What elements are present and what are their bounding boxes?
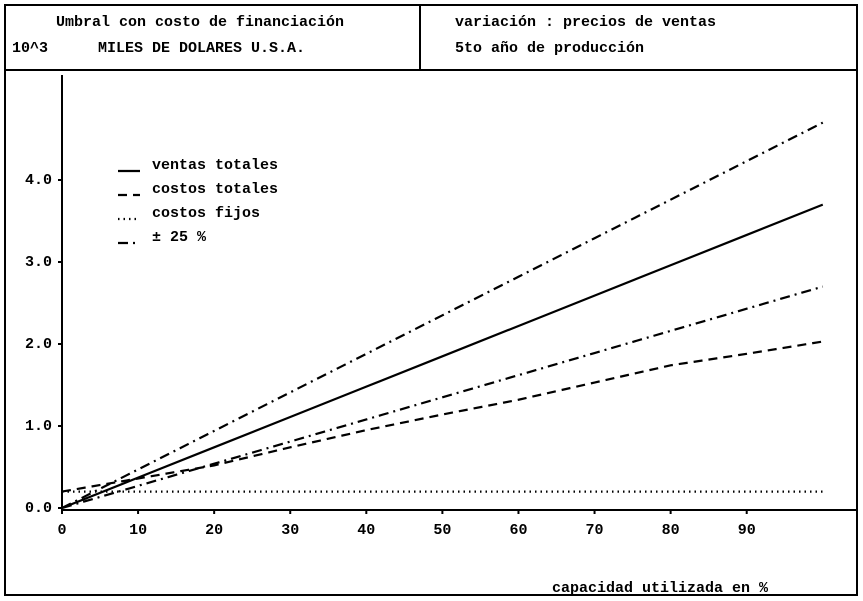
chart-title: Umbral con costo de financiación <box>56 14 344 31</box>
x-tick-label: 70 <box>586 522 604 539</box>
y-tick-label: 1.0 <box>25 418 52 435</box>
y-tick-label: 4.0 <box>25 172 52 189</box>
x-tick-label: 20 <box>205 522 223 539</box>
legend-label: costos totales <box>152 181 278 198</box>
y-tick-label: 0.0 <box>25 500 52 517</box>
x-tick-label: 80 <box>662 522 680 539</box>
x-tick-label: 90 <box>738 522 756 539</box>
legend-label: ± 25 % <box>152 229 207 246</box>
x-tick-label: 50 <box>433 522 451 539</box>
y-axis-label: MILES DE DOLARES U.S.A. <box>98 40 305 57</box>
legend-label: costos fijos <box>152 205 260 222</box>
series-line <box>61 203 824 510</box>
legend-label: ventas totales <box>152 157 278 174</box>
y-tick-label: 2.0 <box>25 336 52 353</box>
series-line <box>61 285 824 510</box>
x-tick-label: 60 <box>509 522 527 539</box>
annotation: 5to año de producción <box>455 40 644 57</box>
x-tick-label: 40 <box>357 522 375 539</box>
x-axis-label: capacidad utilizada en % <box>552 580 769 597</box>
y-unit: 10^3 <box>12 40 48 57</box>
annotation: variación : precios de ventas <box>455 14 716 31</box>
x-tick-label: 10 <box>129 522 147 539</box>
y-tick-label: 3.0 <box>25 254 52 271</box>
x-tick-label: 30 <box>281 522 299 539</box>
series-line <box>61 121 824 509</box>
series-line <box>61 340 823 493</box>
frame <box>4 4 858 596</box>
x-tick-label: 0 <box>57 522 66 539</box>
